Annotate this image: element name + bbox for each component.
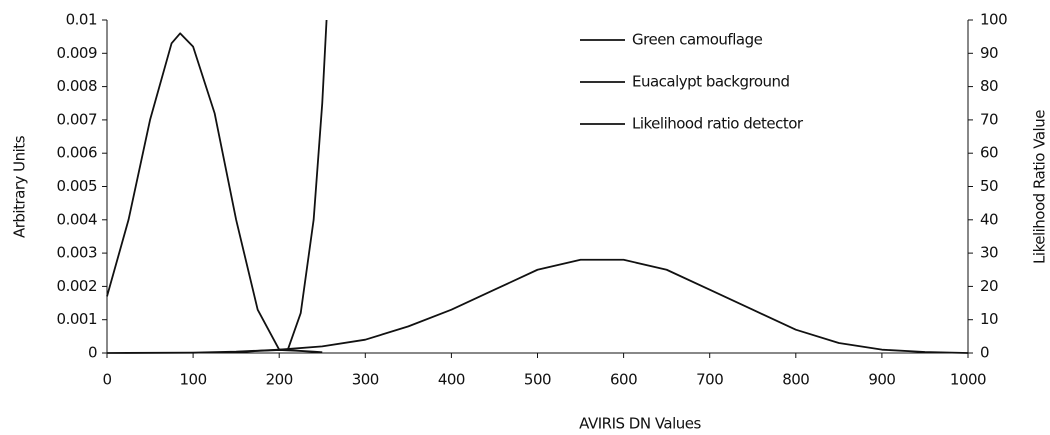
x-axis-label: AVIRIS DN Values	[579, 415, 701, 433]
y2-tick-label: 80	[980, 77, 998, 95]
y-tick-label: 0.002	[57, 277, 97, 295]
y2-tick-label: 60	[980, 144, 998, 162]
y2-tick-label: 30	[980, 244, 998, 262]
x-tick-label: 900	[868, 371, 895, 389]
y-tick-label: 0.01	[66, 11, 97, 29]
y-tick-label: 0.003	[57, 244, 97, 262]
x-tick-label: 600	[610, 371, 637, 389]
y-tick-label: 0	[88, 344, 97, 362]
legend-label: Likelihood ratio detector	[632, 115, 804, 133]
y-tick-label: 0.004	[57, 210, 97, 228]
legend-label: Euacalypt background	[632, 73, 790, 91]
y2-tick-label: 20	[980, 277, 998, 295]
y-tick-label: 0.007	[57, 110, 97, 128]
y2-tick-label: 10	[980, 310, 998, 328]
x-tick-label: 700	[696, 371, 723, 389]
y-tick-label: 0.006	[57, 144, 97, 162]
y2-tick-label: 100	[980, 11, 1007, 29]
y-tick-label: 0.005	[57, 177, 97, 195]
y2-tick-label: 50	[980, 177, 998, 195]
x-tick-label: 400	[438, 371, 465, 389]
y2-axis-label: Likelihood Ratio Value	[1031, 110, 1049, 264]
x-tick-label: 0	[102, 371, 111, 389]
series-line	[106, 258, 969, 354]
y-tick-label: 0.008	[57, 77, 97, 95]
x-tick-label: 500	[524, 371, 551, 389]
x-tick-label: 300	[352, 371, 379, 389]
x-tick-label: 1000	[950, 371, 986, 389]
y2-tick-label: 0	[980, 344, 989, 362]
legend-label: Green camouflage	[632, 31, 763, 49]
y2-tick-label: 90	[980, 44, 998, 62]
y2-tick-label: 70	[980, 110, 998, 128]
series-line	[106, 19, 328, 351]
x-tick-label: 200	[266, 371, 293, 389]
x-tick-label: 800	[782, 371, 809, 389]
y2-tick-label: 40	[980, 210, 998, 228]
y-tick-label: 0.001	[57, 310, 97, 328]
y-axis-label: Arbitrary Units	[11, 135, 29, 238]
y-tick-label: 0.009	[57, 44, 97, 62]
x-tick-label: 100	[180, 371, 207, 389]
